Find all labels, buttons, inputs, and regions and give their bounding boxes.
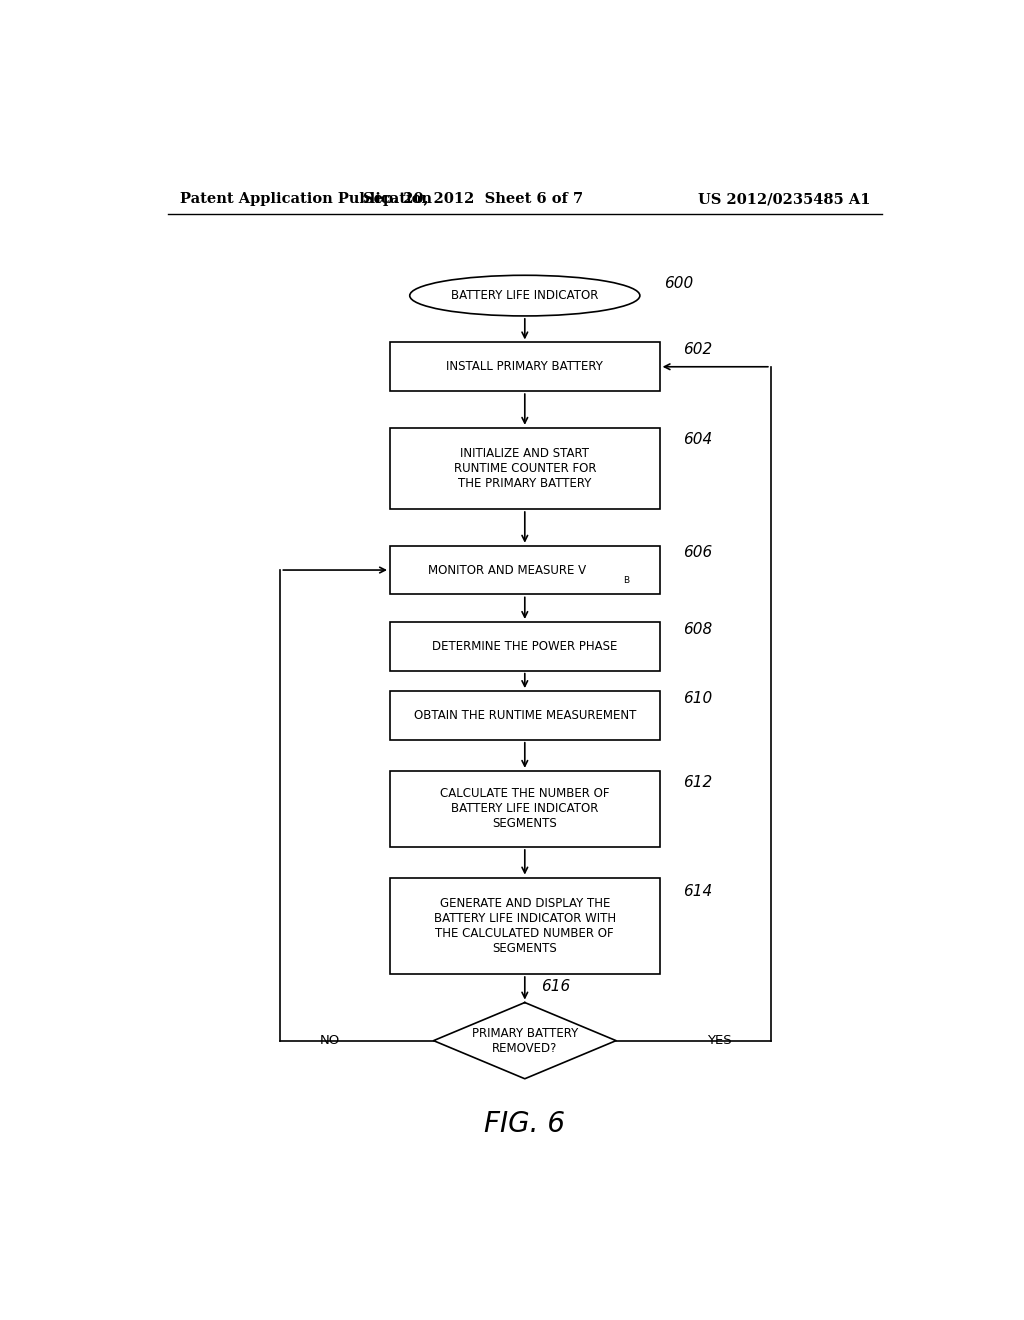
Text: Patent Application Publication: Patent Application Publication	[179, 191, 431, 206]
Text: PRIMARY BATTERY
REMOVED?: PRIMARY BATTERY REMOVED?	[472, 1027, 578, 1055]
Text: FIG. 6: FIG. 6	[484, 1110, 565, 1138]
Text: 616: 616	[541, 979, 570, 994]
Text: GENERATE AND DISPLAY THE
BATTERY LIFE INDICATOR WITH
THE CALCULATED NUMBER OF
SE: GENERATE AND DISPLAY THE BATTERY LIFE IN…	[434, 896, 615, 954]
Text: 606: 606	[684, 545, 713, 561]
FancyBboxPatch shape	[390, 690, 659, 739]
FancyBboxPatch shape	[390, 771, 659, 847]
FancyBboxPatch shape	[390, 342, 659, 391]
Text: 608: 608	[684, 622, 713, 636]
Text: 604: 604	[684, 433, 713, 447]
Polygon shape	[433, 1002, 616, 1078]
FancyBboxPatch shape	[390, 545, 659, 594]
Text: INSTALL PRIMARY BATTERY: INSTALL PRIMARY BATTERY	[446, 360, 603, 374]
Text: INITIALIZE AND START
RUNTIME COUNTER FOR
THE PRIMARY BATTERY: INITIALIZE AND START RUNTIME COUNTER FOR…	[454, 447, 596, 490]
Text: US 2012/0235485 A1: US 2012/0235485 A1	[697, 191, 870, 206]
Text: OBTAIN THE RUNTIME MEASUREMENT: OBTAIN THE RUNTIME MEASUREMENT	[414, 709, 636, 722]
Text: BATTERY LIFE INDICATOR: BATTERY LIFE INDICATOR	[452, 289, 598, 302]
Text: 612: 612	[684, 775, 713, 789]
FancyBboxPatch shape	[390, 428, 659, 510]
Ellipse shape	[410, 276, 640, 315]
Text: 614: 614	[684, 884, 713, 899]
FancyBboxPatch shape	[390, 878, 659, 974]
Text: 602: 602	[684, 342, 713, 358]
Text: Sep. 20, 2012  Sheet 6 of 7: Sep. 20, 2012 Sheet 6 of 7	[364, 191, 584, 206]
Text: NO: NO	[321, 1034, 341, 1047]
FancyBboxPatch shape	[390, 622, 659, 671]
Text: MONITOR AND MEASURE V: MONITOR AND MEASURE V	[428, 564, 587, 577]
Text: DETERMINE THE POWER PHASE: DETERMINE THE POWER PHASE	[432, 640, 617, 653]
Text: 600: 600	[664, 276, 693, 290]
Text: B: B	[624, 576, 630, 585]
Text: CALCULATE THE NUMBER OF
BATTERY LIFE INDICATOR
SEGMENTS: CALCULATE THE NUMBER OF BATTERY LIFE IND…	[440, 788, 609, 830]
Text: 610: 610	[684, 690, 713, 706]
Text: YES: YES	[707, 1034, 731, 1047]
